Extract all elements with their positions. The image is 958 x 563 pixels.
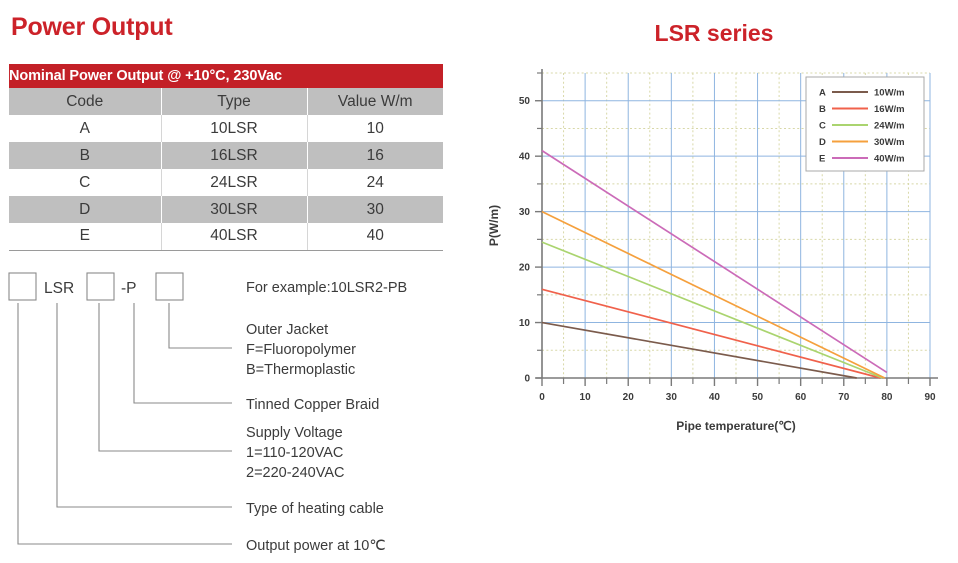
callout-outer-jacket-line-2: B=Thermoplastic bbox=[246, 362, 355, 378]
table-row: D 30LSR 30 bbox=[9, 196, 443, 223]
cell-type: 24LSR bbox=[161, 169, 308, 196]
lsr-series-chart: 0 10 20 30 40 50 0 10 20 30 40 50 60 70 80 90 Pipe tempe… bbox=[470, 55, 958, 445]
chart-tick-labels: 0 10 20 30 40 50 0 10 20 30 40 50 60 70 80 90 Pipe tempe… bbox=[487, 96, 936, 433]
cell-code: B bbox=[9, 142, 162, 169]
legend-label-E: 40W/m bbox=[874, 154, 905, 165]
x-tick-label: 10 bbox=[580, 392, 592, 403]
cell-code: E bbox=[9, 223, 162, 251]
callout-output-power-line-0: Output power at 10℃ bbox=[246, 538, 386, 554]
right-column: LSR series 0 10 20 30 40 50 0 10 20 30 40 50 60 70 80 9… bbox=[470, 0, 958, 563]
x-tick-label: 0 bbox=[539, 392, 545, 403]
legend-label-B: 16W/m bbox=[874, 104, 905, 115]
legend-code-C: C bbox=[819, 121, 826, 132]
legend-code-D: D bbox=[819, 137, 826, 148]
cell-value: 30 bbox=[307, 196, 443, 223]
legend-label-D: 30W/m bbox=[874, 137, 905, 148]
cell-value: 40 bbox=[307, 223, 443, 251]
code-literal-p: -P bbox=[121, 280, 137, 297]
table-row: E 40LSR 40 bbox=[9, 223, 443, 251]
code-box-outer-jacket bbox=[155, 272, 184, 301]
series-line-B bbox=[541, 288, 881, 379]
y-tick-label: 30 bbox=[519, 207, 531, 218]
series-line-A bbox=[541, 321, 857, 379]
table-row: C 24LSR 24 bbox=[9, 169, 443, 196]
y-tick-label: 40 bbox=[519, 152, 531, 163]
series-line-E bbox=[541, 149, 888, 374]
column-header-type: Type bbox=[161, 88, 308, 115]
chart-ticks bbox=[535, 72, 931, 386]
callout-supply-voltage-line-1: 1=110-120VAC bbox=[246, 445, 343, 461]
power-output-table: Nominal Power Output @ +10°C, 230Vac Cod… bbox=[9, 64, 443, 251]
series-line-D bbox=[541, 210, 886, 379]
cell-type: 10LSR bbox=[161, 115, 308, 142]
cell-code: C bbox=[9, 169, 162, 196]
cell-value: 16 bbox=[307, 142, 443, 169]
table-title-cell: Nominal Power Output @ +10°C, 230Vac bbox=[9, 64, 443, 88]
x-tick-label: 50 bbox=[752, 392, 764, 403]
chart-title: LSR series bbox=[654, 20, 774, 46]
chart-series-lines bbox=[541, 149, 888, 379]
x-tick-label: 20 bbox=[623, 392, 635, 403]
left-column: Power Output Nominal Power Output @ +10°… bbox=[0, 0, 470, 563]
x-tick-label: 90 bbox=[924, 392, 936, 403]
cell-code: D bbox=[9, 196, 162, 223]
cell-type: 40LSR bbox=[161, 223, 308, 251]
callout-type-line-0: Type of heating cable bbox=[246, 501, 384, 517]
page-title: Power Output bbox=[11, 13, 173, 41]
callout-supply-voltage-line-0: Supply Voltage bbox=[246, 425, 343, 441]
column-header-value: Value W/m bbox=[307, 88, 443, 115]
column-header-code: Code bbox=[9, 88, 162, 115]
table-row: A 10LSR 10 bbox=[9, 115, 443, 142]
callout-line-supply-voltage bbox=[98, 303, 232, 452]
callout-line-braid bbox=[133, 303, 232, 404]
callout-line-output-power bbox=[17, 303, 232, 545]
cell-value: 10 bbox=[307, 115, 443, 142]
x-axis-title: Pipe temperature(℃) bbox=[676, 419, 796, 433]
cell-value: 24 bbox=[307, 169, 443, 196]
chart-axes bbox=[536, 69, 938, 379]
x-tick-label: 60 bbox=[795, 392, 807, 403]
cell-code: A bbox=[9, 115, 162, 142]
example-label: For example:10LSR2-PB bbox=[246, 280, 407, 296]
table-column-header-row: Code Type Value W/m bbox=[9, 88, 443, 115]
x-tick-label: 30 bbox=[666, 392, 678, 403]
x-tick-label: 70 bbox=[838, 392, 850, 403]
cell-type: 30LSR bbox=[161, 196, 308, 223]
table-header-row: Nominal Power Output @ +10°C, 230Vac bbox=[9, 64, 443, 88]
code-literal-lsr: LSR bbox=[44, 280, 74, 297]
chart-major-gridlines bbox=[542, 73, 931, 378]
y-tick-label: 50 bbox=[519, 96, 531, 107]
callout-outer-jacket-line-0: Outer Jacket bbox=[246, 322, 328, 338]
callout-supply-voltage-line-2: 2=220-240VAC bbox=[246, 465, 344, 481]
y-axis-title: P(W/m) bbox=[487, 205, 501, 246]
legend-code-A: A bbox=[819, 88, 826, 99]
chart-minor-gridlines bbox=[542, 72, 930, 378]
code-box-output-power bbox=[8, 272, 37, 301]
callout-braid-line-0: Tinned Copper Braid bbox=[246, 397, 379, 413]
chart-legend: A 10W/m B 16W/m C 24W/m D 30W/m E 40W/m bbox=[805, 76, 925, 172]
x-tick-label: 80 bbox=[881, 392, 893, 403]
y-tick-label: 0 bbox=[524, 374, 530, 385]
callout-line-type bbox=[56, 303, 232, 508]
table-row: B 16LSR 16 bbox=[9, 142, 443, 169]
x-tick-label: 40 bbox=[709, 392, 721, 403]
series-line-C bbox=[541, 241, 883, 379]
legend-label-A: 10W/m bbox=[874, 88, 905, 99]
legend-code-E: E bbox=[819, 154, 825, 165]
y-tick-label: 20 bbox=[519, 263, 531, 274]
legend-code-B: B bbox=[819, 104, 826, 115]
code-box-supply-voltage bbox=[86, 272, 115, 301]
cell-type: 16LSR bbox=[161, 142, 308, 169]
y-tick-label: 10 bbox=[519, 318, 531, 329]
callout-outer-jacket-line-1: F=Fluoropolymer bbox=[246, 342, 356, 358]
part-number-diagram: LSR -P For example:10LSR2-PB Outer Jacke… bbox=[0, 262, 470, 563]
legend-label-C: 24W/m bbox=[874, 121, 905, 132]
callout-line-outer-jacket bbox=[168, 303, 232, 349]
